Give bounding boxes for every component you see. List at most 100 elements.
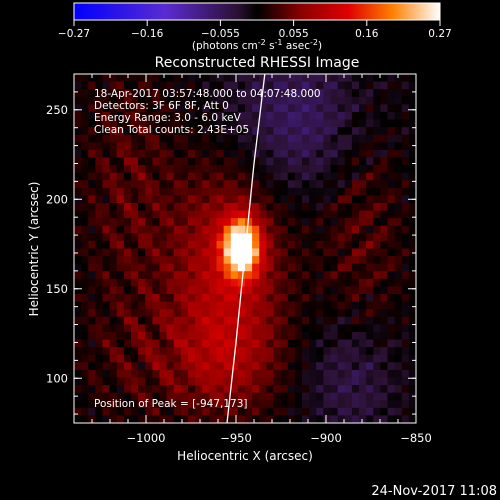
- heatmap-cell: [323, 385, 331, 394]
- heatmap-cell: [252, 96, 260, 105]
- heatmap-cell: [237, 294, 246, 303]
- heatmap-cell: [330, 74, 339, 82]
- heatmap-cell: [180, 256, 189, 265]
- heatmap-cell: [294, 172, 303, 181]
- heatmap-cell: [159, 385, 168, 394]
- heatmap-cell: [74, 119, 82, 128]
- heatmap-cell: [209, 127, 217, 136]
- heatmap-cell: [380, 119, 388, 128]
- heatmap-cell: [230, 369, 239, 378]
- heatmap-cell: [387, 225, 396, 234]
- heatmap-cell: [223, 392, 232, 401]
- annotation-line: Detectors: 3F 6F 8F, Att 0: [94, 100, 229, 112]
- heatmap-cell: [337, 111, 346, 120]
- heatmap-cell: [302, 127, 310, 136]
- heatmap-cell: [209, 354, 217, 363]
- heatmap-cell: [273, 354, 282, 363]
- heatmap-cell: [280, 377, 289, 386]
- heatmap-cell: [74, 278, 82, 287]
- heatmap-cell: [216, 324, 225, 333]
- heatmap-cell: [266, 218, 274, 227]
- heatmap-cell: [195, 294, 203, 303]
- heatmap-cell: [195, 407, 203, 416]
- heatmap-cell: [380, 81, 388, 90]
- heatmap-cell: [123, 347, 132, 356]
- heatmap-cell: [252, 301, 260, 310]
- heatmap-cell: [209, 324, 217, 333]
- heatmap-cell: [266, 202, 274, 211]
- heatmap-cell: [88, 278, 96, 287]
- heatmap-cell: [351, 278, 360, 287]
- heatmap-cell: [408, 157, 416, 166]
- heatmap-cell: [138, 324, 146, 333]
- heatmap-cell: [309, 202, 317, 211]
- heatmap-cell: [245, 400, 253, 409]
- heatmap-cell: [109, 286, 118, 295]
- heatmap-cell: [102, 96, 111, 105]
- heatmap-cell: [309, 347, 317, 356]
- heatmap-cell: [287, 157, 296, 166]
- heatmap-cell: [116, 256, 125, 265]
- heatmap-cell: [302, 362, 310, 371]
- heatmap-cell: [131, 362, 139, 371]
- annotation-line: Clean Total counts: 2.43E+05: [94, 124, 249, 136]
- heatmap-cell: [81, 377, 89, 386]
- heatmap-cell: [287, 324, 296, 333]
- heatmap-cell: [259, 415, 267, 423]
- heatmap-cell: [166, 134, 175, 143]
- heatmap-cell: [344, 377, 353, 386]
- heatmap-cell: [180, 89, 189, 98]
- heatmap-cell: [209, 415, 217, 423]
- heatmap-cell: [366, 127, 374, 136]
- heatmap-cell: [280, 369, 289, 378]
- heatmap-cell: [237, 233, 246, 242]
- heatmap-cell: [366, 248, 374, 257]
- heatmap-cell: [209, 74, 217, 82]
- heatmap-cell: [131, 309, 139, 318]
- heatmap-cell: [188, 407, 196, 416]
- heatmap-cell: [287, 218, 296, 227]
- heatmap-cell: [316, 415, 324, 423]
- heatmap-cell: [81, 324, 89, 333]
- heatmap-cell: [344, 400, 353, 409]
- heatmap-cell: [280, 157, 289, 166]
- heatmap-cell: [344, 172, 353, 181]
- heatmap-cell: [173, 263, 182, 272]
- heatmap-cell: [266, 316, 274, 325]
- heatmap-cell: [88, 316, 96, 325]
- heatmap-cell: [152, 324, 160, 333]
- colorbar-tick-label: 0.16: [355, 28, 379, 40]
- heatmap-cell: [159, 233, 168, 242]
- heatmap-cell: [266, 400, 274, 409]
- heatmap-cell: [380, 415, 388, 423]
- heatmap-cell: [138, 187, 146, 196]
- heatmap-cell: [202, 233, 210, 242]
- heatmap-cell: [294, 195, 303, 204]
- heatmap-cell: [180, 233, 189, 242]
- heatmap-cell: [259, 119, 267, 128]
- heatmap-cell: [252, 294, 260, 303]
- heatmap-cell: [81, 81, 89, 90]
- heatmap-cell: [237, 331, 246, 340]
- heatmap-cell: [408, 134, 416, 143]
- heatmap-cell: [95, 165, 103, 174]
- heatmap-cell: [387, 407, 396, 416]
- heatmap-cell: [230, 165, 239, 174]
- heatmap-cell: [344, 187, 353, 196]
- heatmap-cell: [316, 248, 324, 257]
- heatmap-cell: [159, 195, 168, 204]
- heatmap-cell: [366, 331, 374, 340]
- heatmap-cell: [138, 263, 146, 272]
- heatmap-cell: [359, 96, 367, 105]
- heatmap-cell: [408, 415, 416, 423]
- heatmap-cell: [195, 324, 203, 333]
- heatmap-cell: [116, 180, 125, 189]
- heatmap-cell: [401, 218, 410, 227]
- heatmap-cell: [145, 248, 153, 257]
- heatmap-cell: [373, 369, 381, 378]
- heatmap-cell: [237, 309, 246, 318]
- heatmap-cell: [373, 202, 381, 211]
- heatmap-cell: [280, 324, 289, 333]
- heatmap-cell: [316, 316, 324, 325]
- heatmap-cell: [88, 172, 96, 181]
